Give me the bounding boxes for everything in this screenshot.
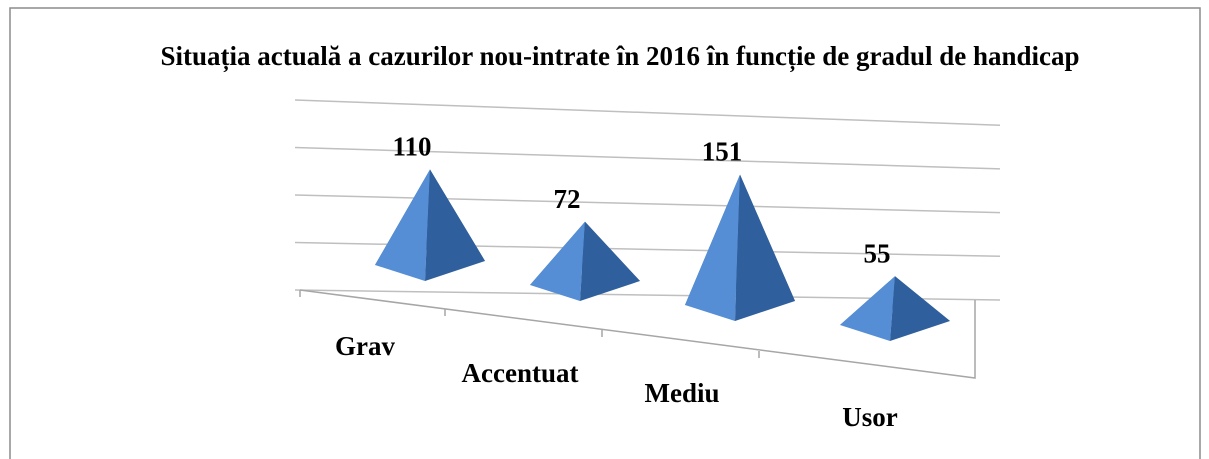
data-label: 55	[864, 238, 891, 268]
x-tick-label: Usor	[842, 402, 898, 432]
chart-title: Situația actuală a cazurilor nou-intrate…	[160, 41, 1080, 71]
data-label: 151	[702, 137, 743, 167]
grid-line	[294, 194, 1001, 214]
x-tick-label: Grav	[335, 331, 395, 361]
pyramid-side	[890, 276, 950, 341]
grid-line	[294, 146, 1001, 170]
chart-frame	[9, 7, 1201, 459]
pyramid-side	[425, 169, 485, 281]
pyramid-front	[840, 276, 895, 341]
data-label: 72	[554, 184, 581, 214]
pyramid-side	[735, 174, 795, 321]
pyramid-front	[530, 221, 585, 301]
floor	[299, 289, 976, 379]
grid-line	[294, 99, 1001, 126]
x-tick-label: Accentuat	[462, 358, 579, 388]
pyramid-side	[580, 221, 640, 301]
pyramid-front	[685, 174, 740, 321]
pyramid-front	[375, 169, 430, 281]
data-label: 110	[392, 132, 431, 162]
x-tick-label: Mediu	[644, 378, 719, 408]
